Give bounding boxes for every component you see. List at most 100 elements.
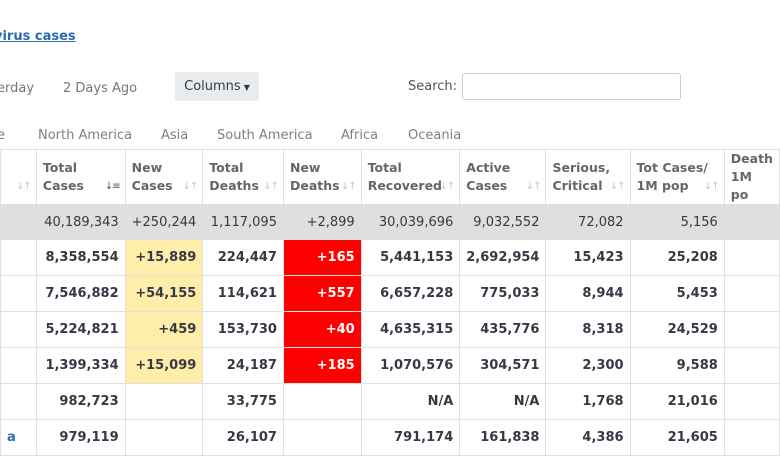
sort-icon: ↓↑ (263, 181, 279, 192)
covid-stats-table: ↓↑ Total Cases ↓≡ New Cases ↓↑ Total Deaths ↓↑… (0, 149, 780, 456)
total-cell: 72,082 (545, 204, 631, 240)
table-cell (723, 275, 780, 312)
sort-desc-icon: ↓≡ (104, 181, 121, 192)
table-cell (723, 311, 780, 348)
new-deaths-cell: +40 (282, 311, 362, 348)
total-cell: +250,244 (124, 204, 204, 240)
table-cell: 8,944 (545, 275, 631, 312)
table-cell: 5,453 (629, 275, 725, 312)
table-cell: 8,318 (545, 311, 631, 348)
total-cell: 5,156 (629, 204, 725, 240)
col-header-total-deaths[interactable]: Total Deaths ↓↑ (202, 149, 284, 205)
table-cell: 4,635,315 (360, 311, 461, 348)
yesterday-tab[interactable]: erday (0, 81, 35, 96)
coronavirus-cases-link[interactable]: virus cases (0, 29, 76, 44)
table-cell (723, 383, 780, 420)
two-days-ago-tab[interactable]: 2 Days Ago (63, 81, 138, 96)
new-deaths-cell: +165 (282, 239, 362, 276)
header-row: ↓↑ Total Cases ↓≡ New Cases ↓↑ Total Deaths ↓↑… (0, 149, 780, 205)
world-total-row: 40,189,343 +250,244 1,117,095 +2,899 30,… (0, 204, 780, 240)
region-tab-south-america[interactable]: South America (217, 128, 313, 143)
new-deaths-cell: +185 (282, 347, 362, 384)
sort-icon: ↓↑ (16, 181, 32, 192)
country-link[interactable] (0, 275, 37, 312)
new-deaths-cell: +557 (282, 275, 362, 312)
col-header-serious-critical[interactable]: Serious, Critical ↓↑ (545, 149, 631, 205)
table-cell: 26,107 (202, 419, 284, 456)
table-cell: 24,529 (629, 311, 725, 348)
table-cell: 1,070,576 (360, 347, 461, 384)
table-cell: 114,621 (202, 275, 284, 312)
col-header-new-cases[interactable]: New Cases ↓↑ (124, 149, 204, 205)
table-cell: 21,016 (629, 383, 725, 420)
table-cell (723, 419, 780, 456)
region-tab-africa[interactable]: Africa (341, 128, 379, 143)
region-tab-oceania[interactable]: Oceania (408, 128, 462, 143)
region-tab-asia[interactable]: Asia (161, 128, 189, 143)
new-cases-cell: +15,889 (124, 239, 204, 276)
table-row: a 979,119 26,107 791,174 161,838 4,386 2… (0, 419, 780, 456)
col-header-cases-per-million[interactable]: Tot Cases/1M pop ↓↑ (629, 149, 725, 205)
table-cell: 1,768 (545, 383, 631, 420)
sort-icon: ↓↑ (182, 181, 199, 192)
table-cell: 4,386 (545, 419, 631, 456)
table-cell (723, 239, 780, 276)
table-row: 8,358,554 +15,889 224,447 +165 5,441,153… (0, 239, 780, 276)
country-link[interactable] (0, 311, 37, 348)
table-cell: 7,546,882 (35, 275, 126, 312)
col-header-country[interactable]: ↓↑ (0, 149, 37, 205)
new-cases-cell: +459 (124, 311, 204, 348)
new-deaths-cell (282, 383, 362, 420)
sort-icon: ↓↑ (525, 181, 542, 192)
table-cell (723, 347, 780, 384)
total-cell: 1,117,095 (202, 204, 284, 240)
country-link[interactable] (0, 239, 37, 276)
country-link[interactable] (0, 347, 37, 384)
table-cell: 979,119 (35, 419, 126, 456)
table-row: 5,224,821 +459 153,730 +40 4,635,315 435… (0, 311, 780, 348)
new-cases-cell (124, 419, 204, 456)
table-cell: 1,399,334 (35, 347, 126, 384)
caret-down-icon: ▼ (243, 83, 250, 92)
new-deaths-cell (282, 419, 362, 456)
country-link[interactable] (0, 383, 37, 420)
new-cases-cell: +15,099 (124, 347, 204, 384)
table-cell: 304,571 (459, 347, 547, 384)
sort-icon: ↓↑ (340, 181, 357, 192)
table-cell: 435,776 (459, 311, 547, 348)
region-tab-north-america[interactable]: North America (38, 128, 133, 143)
search-input[interactable] (462, 73, 681, 100)
new-cases-cell (124, 383, 204, 420)
table-cell: 5,224,821 (35, 311, 126, 348)
table-row: 7,546,882 +54,155 114,621 +557 6,657,228… (0, 275, 780, 312)
table-cell: 6,657,228 (360, 275, 461, 312)
table-cell: 9,588 (629, 347, 725, 384)
col-header-deaths-per-million[interactable]: Death 1M po (723, 149, 780, 205)
table-cell: 33,775 (202, 383, 284, 420)
country-link[interactable]: a (0, 419, 37, 456)
table-cell: 982,723 (35, 383, 126, 420)
total-cell: 30,039,696 (360, 204, 461, 240)
table-row: 982,723 33,775 N/A N/A 1,768 21,016 (0, 383, 780, 420)
table-cell: 24,187 (202, 347, 284, 384)
region-tab-europe[interactable]: e (0, 128, 5, 143)
table-cell: 161,838 (459, 419, 547, 456)
total-cell: +2,899 (282, 204, 362, 240)
table-cell: 2,692,954 (459, 239, 547, 276)
total-cell: 40,189,343 (35, 204, 126, 240)
table-cell: 8,358,554 (35, 239, 126, 276)
columns-label: Columns (184, 79, 241, 94)
table-cell: 2,300 (545, 347, 631, 384)
col-header-total-recovered[interactable]: Total Recovered ↓↑ (360, 149, 461, 205)
table-cell: 791,174 (360, 419, 461, 456)
col-header-total-cases[interactable]: Total Cases ↓≡ (35, 149, 126, 205)
new-cases-cell: +54,155 (124, 275, 204, 312)
columns-dropdown-button[interactable]: Columns ▼ (175, 72, 259, 101)
total-cell: 9,032,552 (459, 204, 547, 240)
total-cell (723, 204, 780, 240)
col-header-active-cases[interactable]: Active Cases ↓↑ (459, 149, 547, 205)
table-cell: 25,208 (629, 239, 725, 276)
total-cell (0, 204, 37, 240)
col-header-new-deaths[interactable]: New Deaths ↓↑ (282, 149, 362, 205)
table-cell: 153,730 (202, 311, 284, 348)
